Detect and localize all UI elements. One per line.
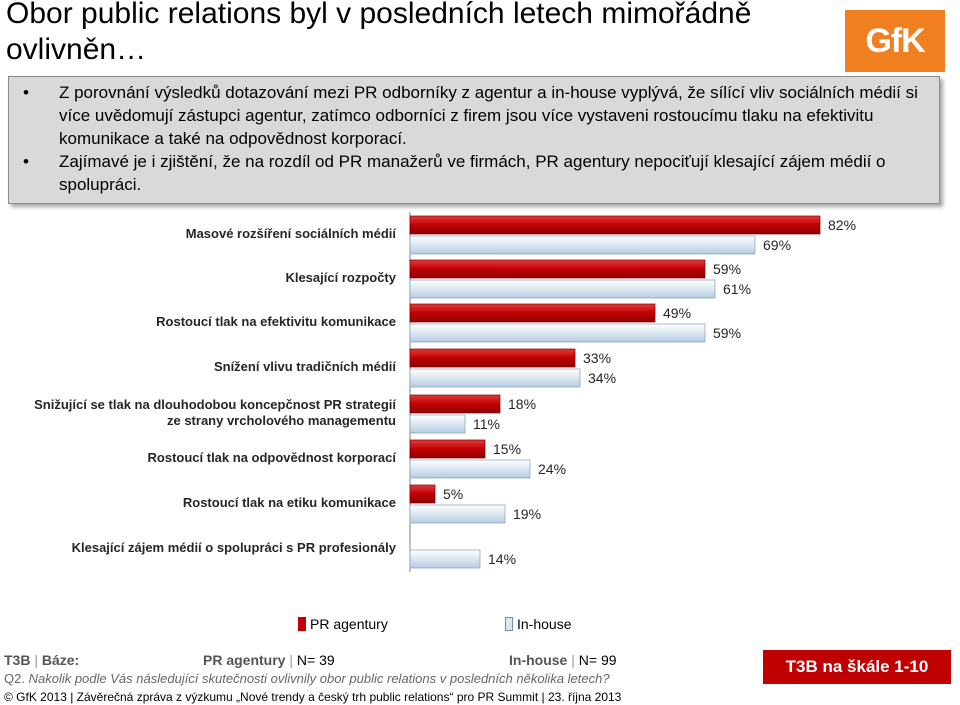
legend-label-agency: PR agentury xyxy=(310,616,388,632)
base-info: T3B | Báze: xyxy=(4,652,80,668)
base-agency-label: PR agentury xyxy=(203,652,286,668)
value-label-agency-3: 49% xyxy=(663,305,691,321)
value-label-agency-4: 33% xyxy=(583,350,611,366)
bar-inhouse-5 xyxy=(409,414,466,434)
bar-inhouse-6 xyxy=(409,459,531,479)
base-agency-n: N= 39 xyxy=(296,652,335,668)
category-label-8: Klesající zájem médií o spolupráci s PR … xyxy=(72,540,397,555)
legend-swatch-agency xyxy=(298,617,306,631)
legend-item-inhouse: In-house xyxy=(505,616,571,632)
category-label-2: Klesající rozpočty xyxy=(285,270,396,285)
scale-badge: T3B na škále 1-10 xyxy=(763,650,951,684)
category-label-6: Rostoucí tlak na odpovědnost korporací xyxy=(148,450,397,465)
bar-agency-4 xyxy=(409,348,576,368)
value-label-agency-2: 59% xyxy=(713,261,741,277)
value-label-inhouse-5: 11% xyxy=(473,416,500,432)
page-title: Obor public relations byl v posledních l… xyxy=(6,0,752,66)
base-agency: PR agentury | N= 39 xyxy=(203,652,335,668)
bar-agency-3 xyxy=(409,303,656,323)
base-inhouse: In-house | N= 99 xyxy=(509,652,617,668)
bar-inhouse-4 xyxy=(409,368,581,388)
question-text: Q2. Nakolik podle Vás následující skuteč… xyxy=(4,671,610,686)
value-label-inhouse-3: 59% xyxy=(713,325,741,341)
value-label-agency-5: 18% xyxy=(508,396,536,412)
value-label-inhouse-2: 61% xyxy=(723,281,751,297)
category-label-7: Rostoucí tlak na etiku komunikace xyxy=(183,495,396,510)
value-label-agency-7: 5% xyxy=(443,486,463,502)
bar-inhouse-2 xyxy=(409,279,716,299)
summary-bullet-1: Z porovnání výsledků dotazování mezi PR … xyxy=(23,81,929,150)
question-label: Q2. xyxy=(4,671,25,686)
value-label-inhouse-4: 34% xyxy=(588,370,616,386)
value-label-inhouse-6: 24% xyxy=(538,461,566,477)
bar-chart: Masové rozšíření sociálních médií 82% 69% K… xyxy=(34,212,856,572)
t3b-label: T3B xyxy=(4,652,31,668)
category-label-3: Rostoucí tlak na efektivitu komunikace xyxy=(156,314,396,329)
bar-inhouse-8 xyxy=(409,549,481,569)
value-label-agency-1: 82% xyxy=(828,217,856,233)
copyright-line: © GfK 2013 | Závěrečná zpráva z výzkumu … xyxy=(4,690,622,704)
gfk-logo-text: GfK xyxy=(865,21,925,60)
base-label: Báze: xyxy=(41,652,80,668)
bar-agency-7 xyxy=(409,484,436,504)
category-label-4: Snížení vlivu tradičních médií xyxy=(214,359,396,374)
value-label-inhouse-1: 69% xyxy=(763,237,791,253)
base-inhouse-label: In-house xyxy=(509,652,568,668)
value-label-agency-6: 15% xyxy=(493,441,521,457)
bar-inhouse-1 xyxy=(409,235,756,255)
bar-agency-2 xyxy=(409,259,706,279)
bar-inhouse-3 xyxy=(409,323,706,343)
question-body: Nakolik podle Vás následující skutečnost… xyxy=(28,671,610,686)
bar-agency-6 xyxy=(409,439,486,459)
bar-agency-1 xyxy=(409,215,821,235)
bar-agency-5 xyxy=(409,394,501,414)
legend-swatch-inhouse xyxy=(505,617,513,631)
category-label-1: Masové rozšíření sociálních médií xyxy=(186,226,397,241)
bar-inhouse-7 xyxy=(409,504,506,524)
value-label-inhouse-7: 19% xyxy=(513,506,541,522)
base-inhouse-n: N= 99 xyxy=(578,652,617,668)
summary-bullet-2: Zajímavé je i zjištění, že na rozdíl od … xyxy=(23,150,929,196)
value-label-inhouse-8: 14% xyxy=(488,551,516,567)
legend-item-agency: PR agentury xyxy=(298,616,388,632)
summary-box: Z porovnání výsledků dotazování mezi PR … xyxy=(8,76,940,204)
gfk-logo: GfK xyxy=(845,10,945,72)
legend-label-inhouse: In-house xyxy=(517,616,572,632)
category-label-5: Snižující se tlak na dlouhodobou koncepč… xyxy=(34,397,396,428)
